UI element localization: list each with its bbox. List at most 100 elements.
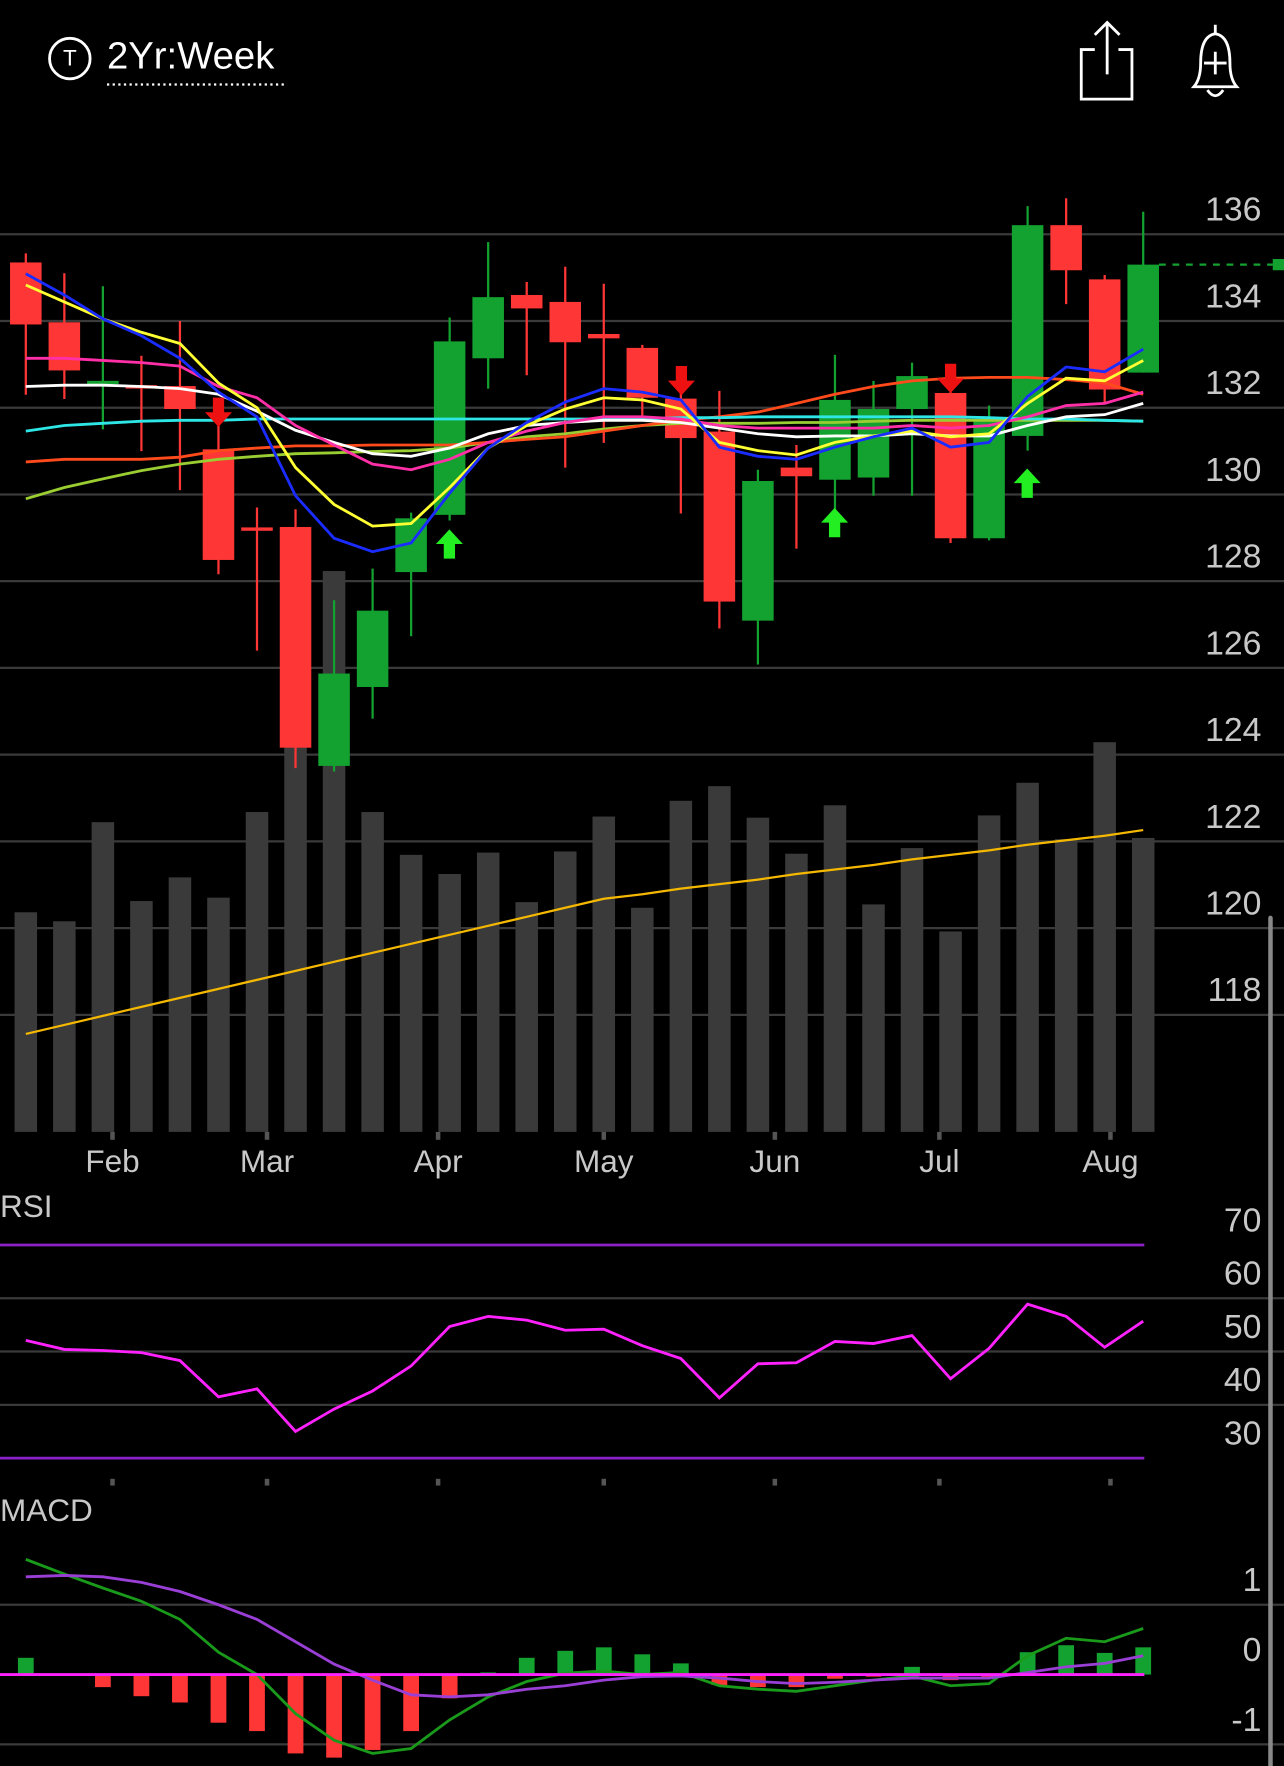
y-tick-label: 134 [1205,277,1261,315]
volume-bar [785,853,808,1132]
histogram-bar [17,1657,34,1675]
candle-body [549,301,582,343]
candle-body [48,322,81,371]
share-button[interactable] [1079,20,1134,101]
volume-bar [1016,782,1039,1132]
y-tick-label: 50 [1224,1308,1262,1346]
y-tick-label: 60 [1224,1255,1262,1293]
price-panel: 136 134 132 130 128 126 124 122 120 118 Feb Mar Apr M… [0,191,1284,1179]
volume-bar [939,931,962,1132]
histogram-bar [634,1654,651,1675]
candle-body [279,526,312,748]
indicator-line [25,1574,1144,1699]
y-tick-label: -1 [1231,1701,1261,1739]
moving-average [25,356,1144,472]
volume-bar [823,805,847,1132]
volume-bar [91,822,115,1132]
volume-bar [862,904,885,1132]
y-tick-label: 30 [1224,1415,1262,1453]
candle-body [588,334,620,339]
y-tick-label: 130 [1205,451,1261,489]
y-tick-label: 1 [1243,1561,1262,1599]
histogram-bar [133,1674,150,1697]
candle-body [626,347,659,398]
x-tick-label: May [574,1143,634,1179]
bell [1190,32,1240,89]
histogram-bar [672,1663,689,1675]
sell-arrow [667,366,695,396]
candle-body [742,481,774,621]
volume-average [25,828,1144,1036]
volume-bar [900,848,924,1132]
alert-button[interactable] [1190,24,1240,98]
share-arrow [1093,20,1121,75]
y-tick-label: 120 [1205,884,1261,922]
volume-bar [515,902,538,1132]
y-tick-label: 0 [1243,1631,1262,1669]
histogram-bar [595,1647,612,1675]
x-tick-label: Apr [414,1143,463,1179]
timeframe-button[interactable]: T 2Yr:Week [48,35,288,86]
histogram-bar [904,1666,920,1675]
volume-bar [361,812,384,1132]
volume-bar [476,852,500,1132]
volume-bar [746,817,770,1132]
candle-body [510,294,543,309]
panel-title: RSI [0,1188,53,1224]
moving-average [25,283,1144,528]
histogram-bar [94,1674,111,1688]
histogram-bar [172,1674,188,1703]
candle-body [87,380,119,385]
volume-bar [669,800,693,1132]
x-tick-label: Feb [85,1143,139,1179]
volume-bar [592,816,616,1132]
volume-bar [1131,837,1155,1132]
candle-body [780,467,813,477]
panel-title: MACD [0,1492,93,1528]
candle-body [1011,225,1044,436]
volume-bar [708,786,731,1132]
candle-body [973,419,1005,539]
candle-body [164,386,196,410]
y-tick-label: 70 [1224,1201,1262,1239]
bell-top [1206,24,1225,98]
rsi-panel: RSI 70 60 50 40 30 [0,1188,1284,1486]
y-tick-label: 122 [1205,798,1261,836]
volume-bar [399,854,423,1132]
candle-body [934,392,967,539]
histogram-bar [788,1674,805,1688]
volume-bar [14,912,38,1132]
volume-bar [553,851,577,1132]
y-tick-label: 128 [1205,538,1261,576]
y-tick-label: 136 [1205,191,1261,229]
y-tick-label: 40 [1224,1361,1262,1399]
timeframe-title: 2Yr:Week [107,35,275,78]
candle-body [356,610,389,687]
volume-bar [438,873,461,1132]
indicator-line [25,1302,1145,1434]
buy-arrow [435,529,463,559]
ticker-icon [48,36,92,81]
y-tick-label: 126 [1205,624,1261,662]
candle-body [703,431,736,602]
candle-body [10,262,42,325]
histogram-bar [827,1674,843,1679]
histogram-bar [518,1657,535,1675]
moving-average [25,418,1144,501]
y-tick-label: 118 [1208,971,1262,1009]
x-tick-label: Mar [240,1143,294,1179]
histogram-bar [557,1650,574,1675]
volume-bar [977,815,1001,1132]
candle-body [241,527,273,531]
histogram-bar [326,1674,342,1758]
histogram-bar [711,1674,728,1686]
volume-bar [130,901,153,1132]
volume-bar [631,907,654,1132]
buy-arrow [1013,468,1041,498]
last-price-marker [1272,258,1284,271]
plus [1204,51,1227,75]
volume-bar [1093,742,1116,1132]
volume-bar [1054,839,1078,1132]
